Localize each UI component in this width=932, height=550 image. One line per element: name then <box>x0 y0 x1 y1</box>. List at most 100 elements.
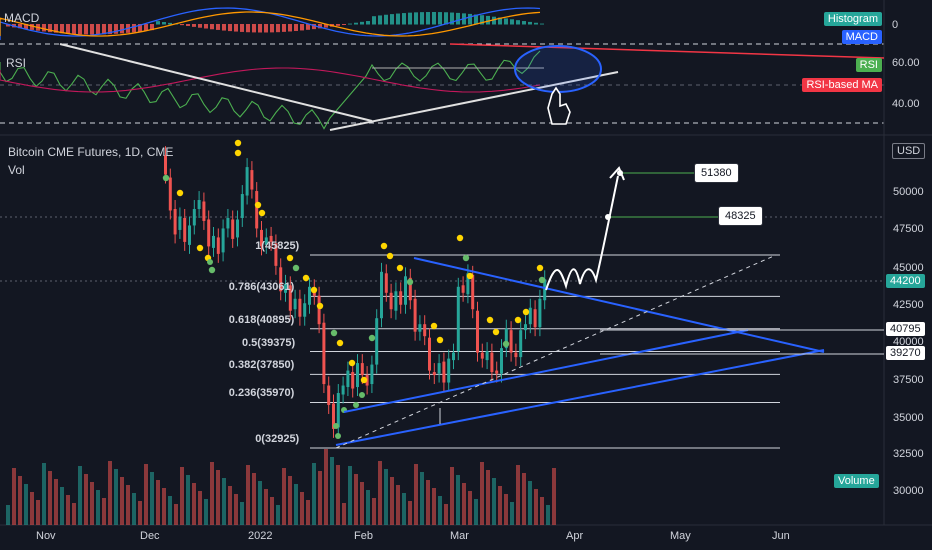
macd-hist-bar <box>324 24 328 28</box>
signal-dot <box>162 174 170 182</box>
candle-body <box>188 225 191 245</box>
candle-body <box>192 208 196 226</box>
time-axis-tick: Dec <box>140 530 160 542</box>
candle-body <box>528 307 532 325</box>
volume-bar <box>276 505 280 525</box>
volume-bar <box>294 484 298 525</box>
volume-bar <box>414 464 418 525</box>
volume-bar <box>270 497 274 525</box>
macd-hist-bar <box>450 12 454 25</box>
volume-bar <box>228 486 232 525</box>
current-price-tag: 44200 <box>886 274 925 288</box>
rsi-downtrend-line <box>59 43 373 122</box>
candle-body <box>317 295 321 325</box>
signal-dot <box>208 266 216 274</box>
macd-hist-bar <box>480 15 484 25</box>
volume-bar <box>204 499 208 525</box>
volume-bar <box>552 468 556 525</box>
signal-dot <box>430 322 438 330</box>
volume-bar <box>216 470 220 525</box>
time-axis-tick: Nov <box>36 530 56 542</box>
candle-body <box>332 403 335 429</box>
signal-dot <box>396 264 404 272</box>
volume-badge[interactable]: Volume <box>834 474 879 488</box>
signal-dot <box>234 149 242 157</box>
target-box-48325[interactable]: 48325 <box>718 206 763 226</box>
volume-bar <box>384 469 388 525</box>
candle-body <box>164 155 167 175</box>
volume-bar <box>432 488 436 525</box>
level-tag-39270: 39270 <box>886 346 925 360</box>
candle-body <box>490 352 494 373</box>
candle-body <box>504 328 508 349</box>
macd-hist-bar <box>282 24 286 32</box>
time-axis-tick: Jun <box>772 530 790 542</box>
candle-body <box>389 292 393 310</box>
target-box-51380[interactable]: 51380 <box>694 163 739 183</box>
volume-bar <box>318 471 322 525</box>
signal-dot <box>336 339 344 347</box>
volume-bar <box>348 466 352 525</box>
level-tag-40795: 40795 <box>886 322 925 336</box>
volume-bar <box>510 502 514 525</box>
volume-bar <box>252 473 256 525</box>
candle-body <box>480 352 484 359</box>
candle-body <box>384 273 388 293</box>
signal-dot <box>207 259 213 265</box>
signal-dot <box>310 286 318 294</box>
candle-body <box>466 273 470 295</box>
currency-label[interactable]: USD <box>892 143 926 159</box>
volume-indicator-label[interactable]: Vol <box>8 163 25 177</box>
volume-bar <box>36 500 40 525</box>
volume-bar <box>246 465 250 525</box>
symbol-line[interactable]: Bitcoin CME Futures, 1D, CME <box>8 145 174 159</box>
macd-hist-bar <box>138 24 142 32</box>
legend-histogram[interactable]: Histogram <box>823 12 882 26</box>
candle-body <box>202 201 206 221</box>
volume-bar <box>234 494 238 525</box>
price-axis-tick: 30000 <box>893 485 924 497</box>
legend-rsi[interactable]: RSI <box>855 58 882 72</box>
volume-bar <box>150 472 154 525</box>
candle-body <box>456 286 460 352</box>
volume-bar <box>264 489 268 525</box>
volume-bar <box>372 498 376 525</box>
candle-body <box>168 177 172 211</box>
candle-body <box>216 237 220 254</box>
signal-dot <box>486 316 494 324</box>
signal-dot <box>502 340 510 348</box>
macd-hist-bar <box>456 12 460 25</box>
volume-bar <box>222 478 226 525</box>
candle-body <box>428 337 431 371</box>
macd-hist-bar <box>150 24 154 31</box>
volume-bar <box>138 501 142 525</box>
volume-bar <box>90 482 94 525</box>
macd-hist-bar <box>426 12 430 25</box>
candle-body <box>303 303 307 317</box>
volume-bar <box>426 480 430 525</box>
candle-body <box>221 228 225 253</box>
candle-body <box>298 298 302 317</box>
candle-body <box>327 385 331 405</box>
volume-bar <box>450 467 454 525</box>
candle-body <box>336 393 340 428</box>
signal-dot <box>456 234 464 242</box>
volume-bar <box>534 489 538 525</box>
macd-hist-bar <box>342 24 346 25</box>
macd-hist-bar <box>78 24 82 35</box>
volume-bar <box>96 490 100 525</box>
legend-rsi-ma[interactable]: RSI-based MA <box>802 78 882 92</box>
macd-hist-bar <box>444 12 448 25</box>
volume-bar <box>312 463 316 525</box>
fib-label: 0.786(43061) <box>228 281 295 294</box>
signal-dot <box>436 336 444 344</box>
volume-bar <box>6 505 10 525</box>
candle-body <box>231 219 235 239</box>
legend-macd[interactable]: MACD <box>841 30 882 44</box>
candle-body <box>495 370 499 374</box>
candle-body <box>538 298 542 328</box>
trend-drawings[interactable] <box>335 166 884 449</box>
volume-bar <box>330 457 334 525</box>
candle-body <box>442 361 446 383</box>
